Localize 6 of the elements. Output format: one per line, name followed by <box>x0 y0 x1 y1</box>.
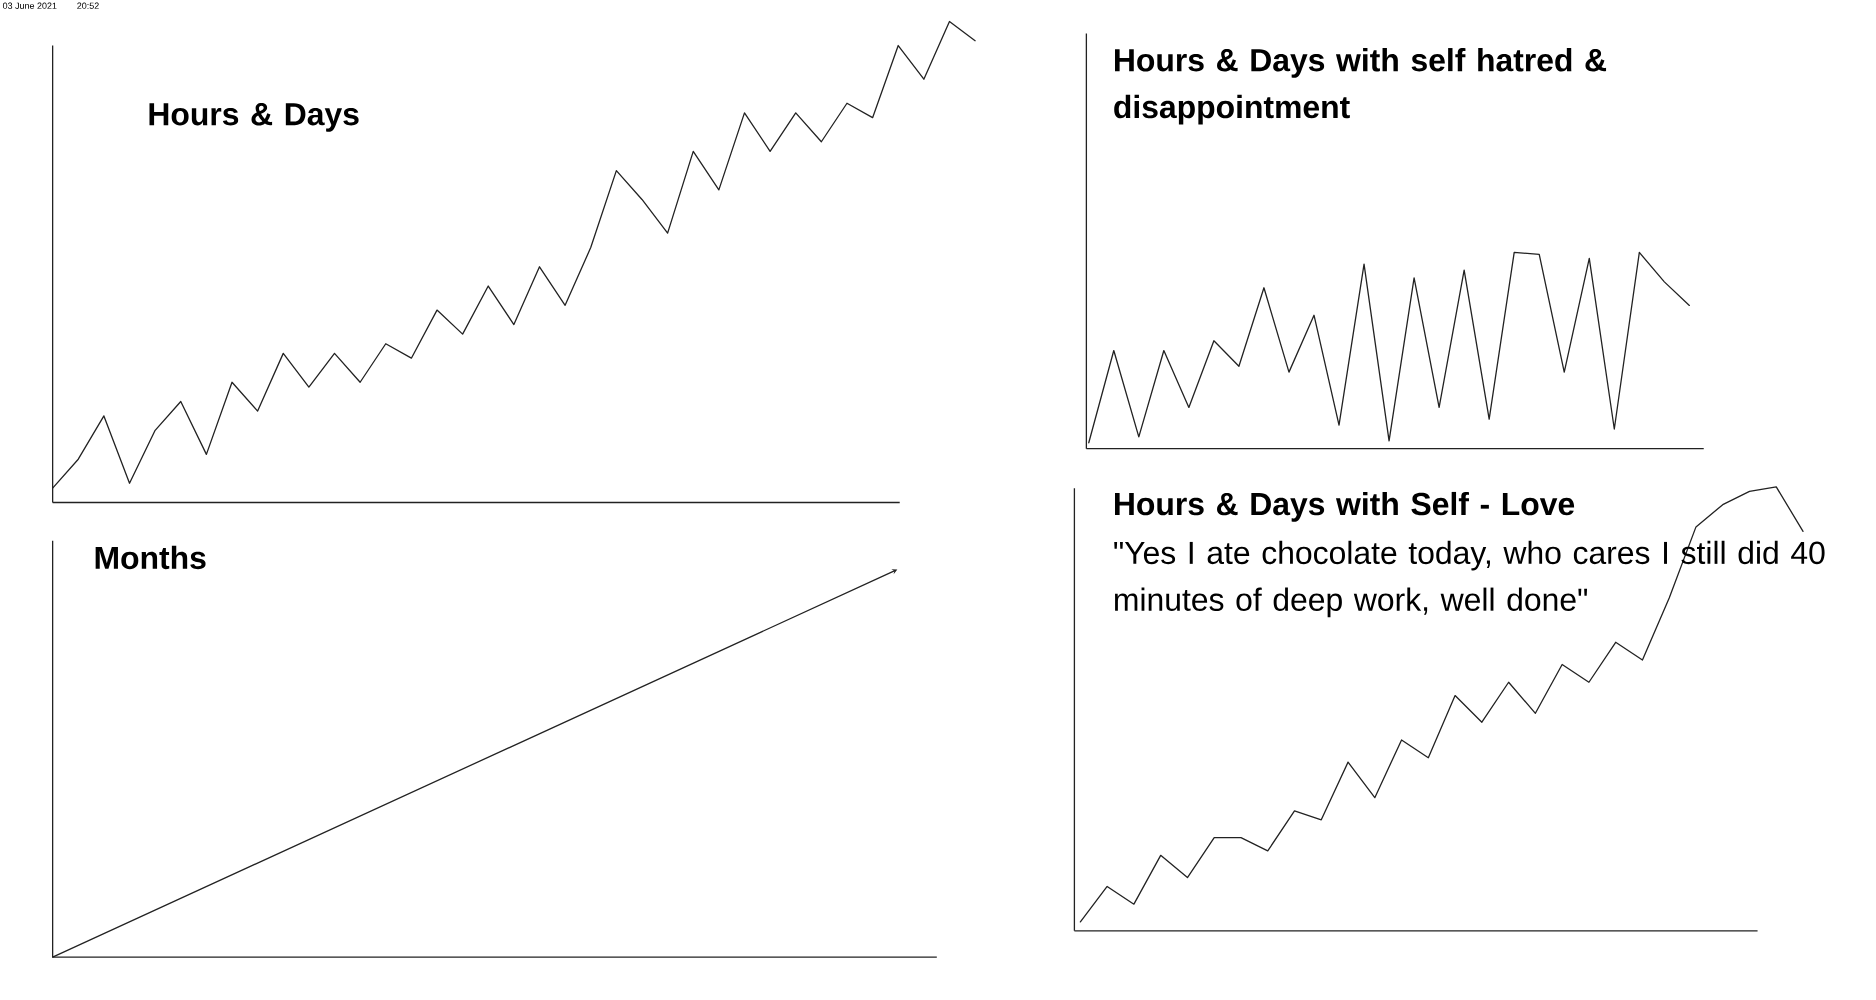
chart-title: Hours & Days with self hatred & disappointment <box>1114 47 1607 125</box>
text: 20:52 <box>77 2 99 9</box>
text: Hours & Days <box>149 102 359 132</box>
chart-title: Hours & Days with Self - Love <box>1115 491 1575 522</box>
text: 03 June 2021 <box>2 2 57 9</box>
chart-title: Months <box>95 545 206 570</box>
